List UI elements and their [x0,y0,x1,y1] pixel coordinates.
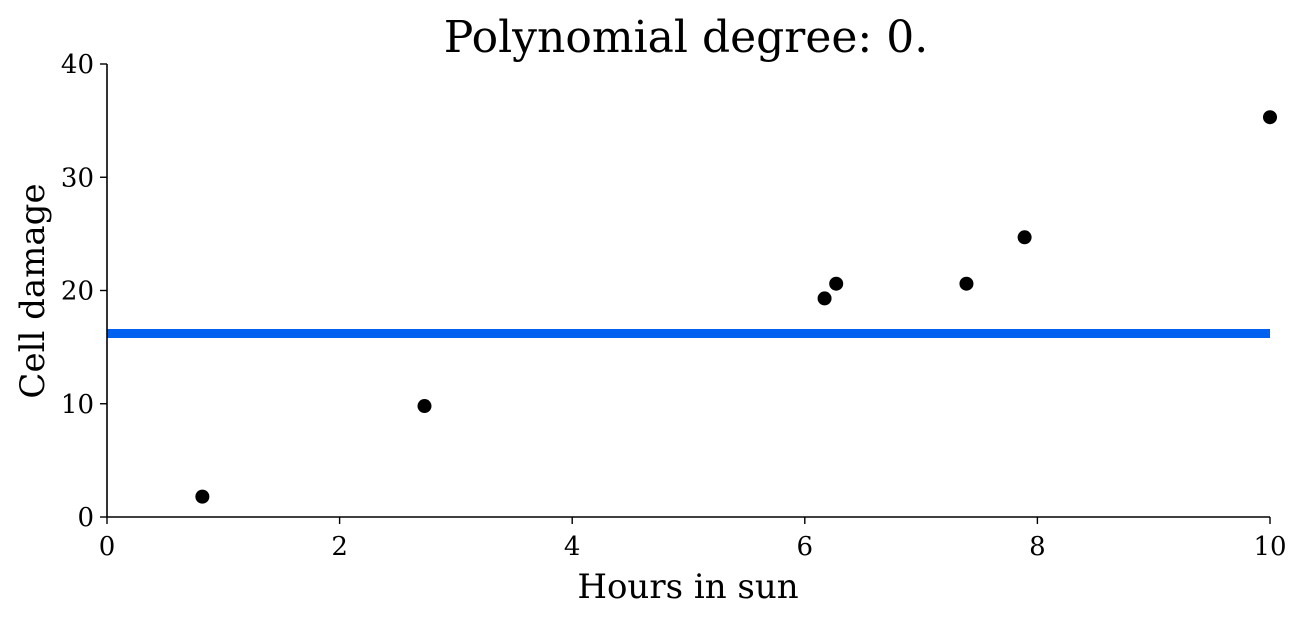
x-tick-label-4: 8 [1029,532,1046,562]
y-ticks: 0 10 20 30 40 [61,50,107,533]
data-point-1 [417,399,432,414]
data-point-0 [195,489,210,504]
data-point-4 [959,276,974,291]
x-tick-label-2: 4 [564,532,581,562]
x-tick-label-5: 10 [1253,532,1286,562]
y-tick-label-1: 10 [61,390,94,420]
x-tick-label-0: 0 [99,532,116,562]
data-point-2 [817,291,832,306]
x-tick-label-3: 6 [797,532,814,562]
chart-title: Polynomial degree: 0. [444,12,928,63]
plot-area [107,110,1277,504]
points-layer [195,110,1277,504]
x-axis-label: Hours in sun [577,567,798,607]
y-axis-label: Cell damage [13,183,53,398]
x-ticks: 0 2 4 6 8 10 [99,517,1287,562]
y-tick-label-2: 20 [61,277,94,307]
data-point-6 [1263,110,1277,125]
data-point-5 [1017,230,1032,245]
x-tick-label-1: 2 [331,532,348,562]
y-tick-label-4: 40 [61,50,94,80]
y-tick-label-0: 0 [77,503,94,533]
y-tick-label-3: 30 [61,163,94,193]
data-point-3 [829,276,844,291]
